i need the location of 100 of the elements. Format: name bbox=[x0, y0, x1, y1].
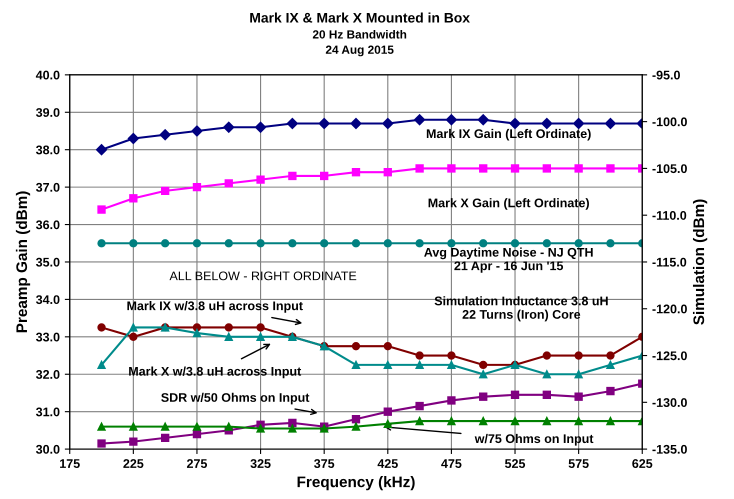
y-tick-label: 31.0 bbox=[36, 407, 60, 416]
y-tick-label: 34.0 bbox=[36, 295, 60, 304]
point bbox=[447, 416, 456, 426]
point bbox=[384, 342, 392, 350]
point bbox=[415, 239, 424, 248]
point bbox=[415, 360, 424, 370]
point bbox=[97, 360, 106, 370]
point bbox=[574, 416, 583, 426]
point bbox=[574, 392, 583, 401]
point bbox=[352, 342, 360, 350]
point bbox=[97, 205, 106, 214]
point bbox=[318, 118, 330, 130]
point bbox=[160, 186, 170, 196]
y2-tick-label: -110.0 bbox=[652, 210, 686, 220]
y2-tick-label: -135.0 bbox=[652, 444, 687, 454]
point bbox=[574, 164, 583, 173]
point bbox=[97, 422, 106, 431]
x-tick-label: 375 bbox=[314, 459, 334, 468]
point bbox=[288, 172, 297, 180]
point bbox=[415, 351, 424, 360]
point bbox=[510, 239, 520, 248]
point bbox=[160, 422, 170, 431]
point bbox=[542, 416, 551, 426]
point bbox=[192, 182, 202, 192]
annotation: ALL BELOW - RIGHT ORDINATE bbox=[169, 271, 356, 280]
point bbox=[223, 122, 234, 133]
series-label: Mark IX w/3.8 uH across Input bbox=[127, 301, 303, 313]
x-tick-label: 575 bbox=[568, 459, 589, 468]
point bbox=[573, 118, 584, 130]
point bbox=[606, 360, 615, 370]
point bbox=[192, 328, 202, 338]
y-tick-label: 35.0 bbox=[36, 258, 60, 267]
series-label: w/75 Ohms on Input bbox=[474, 434, 594, 446]
point bbox=[510, 164, 520, 173]
point bbox=[384, 408, 392, 416]
point bbox=[129, 323, 138, 332]
point bbox=[542, 239, 551, 248]
y-tick-label: 33.0 bbox=[36, 332, 60, 342]
point bbox=[447, 164, 456, 173]
point bbox=[447, 351, 456, 360]
point bbox=[288, 239, 297, 248]
point bbox=[384, 168, 392, 176]
y2-tick-label: -120.0 bbox=[652, 304, 687, 314]
series-label: Avg Daytime Noise - NJ QTH 21 Apr - 16 Jun '15 bbox=[424, 248, 593, 273]
y-tick-label: 30.0 bbox=[36, 444, 60, 454]
point bbox=[606, 164, 615, 173]
x-tick-label: 275 bbox=[186, 459, 208, 468]
point bbox=[509, 118, 521, 130]
point bbox=[97, 323, 106, 332]
point bbox=[606, 351, 615, 360]
point bbox=[574, 351, 583, 360]
y-tick-label: 37.0 bbox=[36, 182, 60, 192]
point bbox=[352, 422, 360, 431]
point bbox=[479, 164, 488, 173]
point bbox=[384, 360, 392, 370]
point bbox=[542, 164, 551, 173]
point bbox=[479, 360, 488, 370]
y2-tick-label: -115.0 bbox=[652, 258, 686, 267]
point bbox=[542, 351, 551, 360]
point bbox=[415, 164, 424, 173]
x-tick-label: 625 bbox=[632, 459, 652, 468]
point bbox=[447, 396, 456, 405]
series-label: Mark X w/3.8 uH across Input bbox=[129, 366, 302, 378]
y2-tick-label: -130.0 bbox=[652, 398, 687, 407]
point bbox=[288, 418, 297, 428]
point bbox=[256, 332, 265, 341]
point bbox=[97, 239, 106, 248]
point bbox=[129, 194, 138, 203]
point bbox=[97, 439, 106, 448]
point bbox=[478, 114, 489, 126]
point bbox=[352, 239, 360, 248]
point bbox=[224, 239, 233, 248]
point bbox=[256, 175, 265, 184]
point bbox=[574, 370, 583, 378]
point bbox=[384, 239, 392, 248]
point bbox=[479, 239, 488, 248]
annotation: Simulation Inductance 3.8 uH 22 Turns (Iron) Core bbox=[434, 296, 608, 322]
chart-subtitle: 20 Hz Bandwidth 24 Aug 2015 bbox=[312, 30, 406, 56]
point bbox=[224, 179, 233, 188]
point bbox=[224, 422, 233, 431]
point bbox=[542, 370, 551, 378]
point bbox=[286, 118, 298, 130]
point bbox=[128, 132, 139, 144]
y2-tick-label: -125.0 bbox=[652, 351, 687, 360]
point bbox=[352, 414, 360, 424]
y2-tick-label: -95.0 bbox=[652, 70, 680, 80]
x-tick-label: 175 bbox=[60, 459, 80, 468]
x-axis-title: Frequency (kHz) bbox=[298, 476, 415, 490]
point bbox=[129, 422, 138, 431]
point bbox=[606, 239, 615, 248]
point bbox=[415, 402, 424, 410]
y2-axis-title: Simulation (dBm) bbox=[692, 200, 708, 325]
x-tick-label: 475 bbox=[441, 459, 462, 468]
point bbox=[447, 360, 456, 370]
point bbox=[604, 118, 616, 130]
point bbox=[320, 172, 328, 180]
point bbox=[479, 392, 488, 401]
point bbox=[352, 168, 360, 176]
point bbox=[384, 420, 392, 428]
y-tick-label: 36.0 bbox=[36, 220, 60, 230]
